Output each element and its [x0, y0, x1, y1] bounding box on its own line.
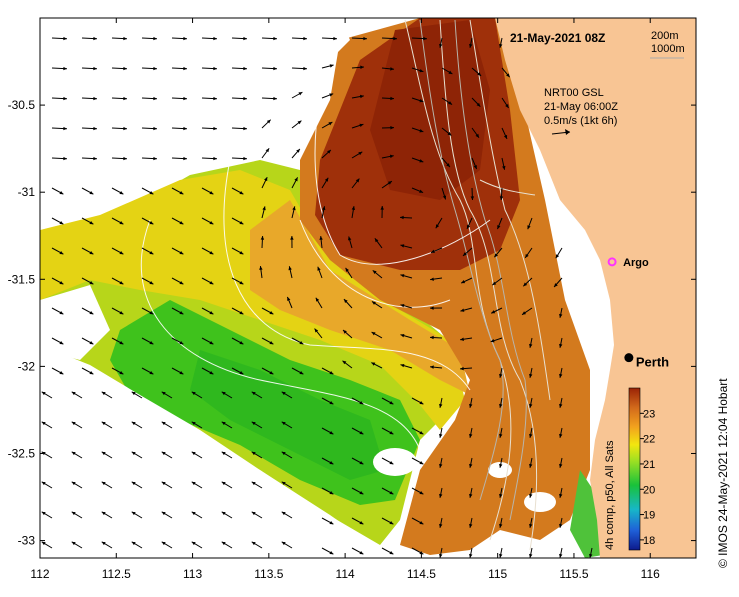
depth-legend-1000m: 1000m [651, 43, 685, 55]
x-tick-label: 113.5 [254, 567, 283, 581]
colorbar-tick-label: 20 [643, 484, 655, 496]
current-time: 21-May 06:00Z [544, 101, 618, 113]
x-tick-label: 112.5 [102, 567, 131, 581]
argo-label: Argo [623, 257, 649, 269]
x-tick-label: 114 [336, 567, 355, 581]
x-tick-label: 112 [30, 567, 49, 581]
y-tick-label: -32.5 [8, 446, 36, 460]
colorbar-tick-label: 18 [643, 535, 655, 547]
x-tick-label: 115.5 [559, 567, 588, 581]
colorbar-tick-label: 21 [643, 459, 655, 471]
x-tick-label: 115 [488, 567, 507, 581]
perth-label: Perth [636, 355, 669, 370]
x-tick-label: 113 [183, 567, 202, 581]
colorbar-tick-label: 19 [643, 510, 655, 522]
credit-text: © IMOS 24-May-2021 12:04 Hobart [716, 378, 730, 568]
colorbar-tick-label: 22 [643, 434, 655, 446]
date-title: 21-May-2021 08Z [510, 31, 605, 45]
depth-legend-200m: 200m [651, 30, 679, 42]
current-scale: 0.5m/s (1kt 6h) [544, 115, 617, 127]
current-source: NRT00 GSL [544, 87, 604, 99]
colorbar-tick-label: 23 [643, 408, 655, 420]
y-tick-label: -31 [18, 185, 36, 199]
y-tick-label: -31.5 [8, 272, 36, 286]
colorbar-gradient [629, 388, 640, 550]
y-tick-label: -32 [18, 359, 36, 373]
x-tick-label: 114.5 [407, 567, 436, 581]
x-tick-label: 116 [641, 567, 660, 581]
colorbar-label: 4h comp, p50, All Sats [604, 440, 616, 550]
y-tick-label: -33 [18, 534, 36, 548]
perth-marker [624, 353, 633, 362]
y-tick-label: -30.5 [8, 98, 36, 112]
